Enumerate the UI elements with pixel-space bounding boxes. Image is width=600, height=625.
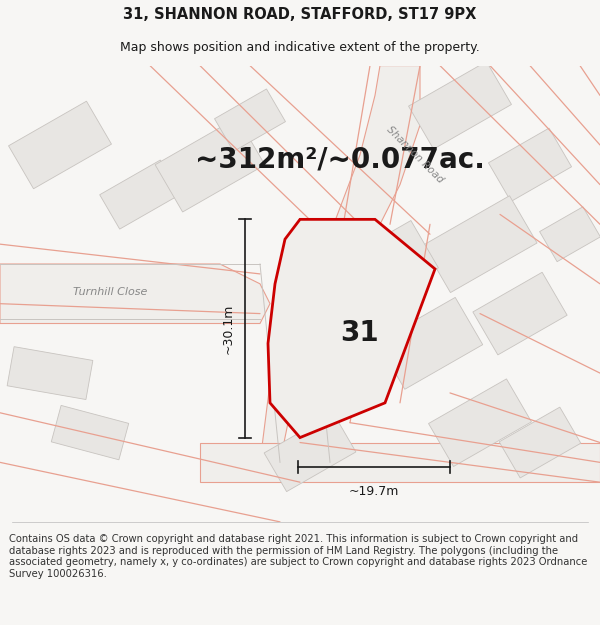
- Text: ~30.1m: ~30.1m: [222, 303, 235, 354]
- Polygon shape: [539, 207, 600, 262]
- Polygon shape: [155, 118, 265, 212]
- Text: ~19.7m: ~19.7m: [349, 485, 399, 498]
- Text: 31: 31: [341, 319, 379, 348]
- Polygon shape: [260, 66, 420, 462]
- Text: Shannon Rd: Shannon Rd: [281, 326, 290, 381]
- Text: Map shows position and indicative extent of the property.: Map shows position and indicative extent…: [120, 41, 480, 54]
- Polygon shape: [488, 128, 572, 201]
- Polygon shape: [200, 442, 600, 483]
- Polygon shape: [100, 160, 181, 229]
- Polygon shape: [51, 406, 129, 460]
- Polygon shape: [409, 61, 511, 149]
- Polygon shape: [7, 347, 93, 399]
- Text: 31, SHANNON ROAD, STAFFORD, ST17 9PX: 31, SHANNON ROAD, STAFFORD, ST17 9PX: [124, 7, 476, 22]
- Polygon shape: [473, 272, 567, 355]
- Polygon shape: [0, 264, 270, 324]
- Polygon shape: [268, 219, 435, 438]
- Polygon shape: [8, 101, 112, 189]
- Polygon shape: [377, 298, 483, 389]
- Text: Contains OS data © Crown copyright and database right 2021. This information is : Contains OS data © Crown copyright and d…: [9, 534, 587, 579]
- Polygon shape: [428, 379, 532, 466]
- Polygon shape: [423, 196, 537, 292]
- Polygon shape: [215, 89, 286, 151]
- Polygon shape: [341, 221, 439, 308]
- Text: Turnhill Close: Turnhill Close: [73, 287, 147, 297]
- Polygon shape: [499, 407, 581, 478]
- Text: ~312m²/~0.077ac.: ~312m²/~0.077ac.: [195, 146, 485, 174]
- Text: Shannon Road: Shannon Road: [385, 124, 445, 185]
- Polygon shape: [264, 413, 356, 492]
